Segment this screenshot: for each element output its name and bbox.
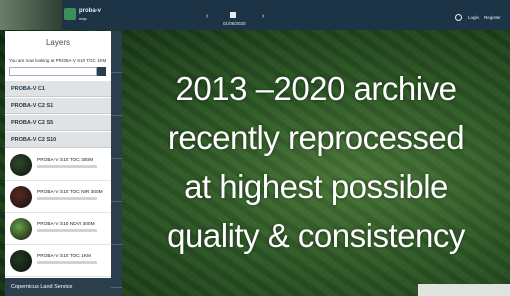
layer-thumbnail (10, 250, 32, 272)
sidebar-footer[interactable]: Copernicus Land Service (5, 278, 111, 296)
layer-name: PROBA-V S10 TOC 1KM (37, 254, 91, 259)
page: proba-v map ‹ 01/06/2020 › Login Registe… (0, 0, 510, 296)
sidebar-title: Layers (5, 38, 111, 47)
side-tab[interactable] (111, 117, 122, 159)
layer-description (37, 165, 97, 168)
layer-thumbnail (10, 186, 32, 208)
layer-item[interactable]: PROBA-V S10 TOC 1KM (5, 246, 111, 277)
layer-description (37, 197, 97, 200)
background-corner (0, 0, 62, 30)
logo[interactable]: proba-v (79, 8, 101, 14)
calendar-icon[interactable] (230, 12, 236, 18)
next-date[interactable]: › (262, 13, 264, 20)
sidebar: Layers You are now looking at PROBA-V S1… (5, 31, 111, 296)
layer-item[interactable]: PROBA-V S10 TOC 300M (5, 150, 111, 181)
layer-name: PROBA-V S10 TOC NIR 300M (37, 190, 103, 195)
register[interactable]: Register (484, 15, 501, 20)
logo-sub: map (79, 16, 87, 21)
search-input[interactable] (9, 67, 97, 76)
date[interactable]: 01/06/2020 (223, 21, 246, 26)
layer-group[interactable]: PROBA-V C2 S1 (5, 98, 111, 114)
layer-name: PROBA-V S10 NDVI 300M (37, 222, 95, 227)
overlay-text: quality & consistency (122, 218, 510, 254)
search-button[interactable] (97, 67, 106, 76)
layer-thumbnail (10, 154, 32, 176)
side-tab[interactable] (111, 203, 122, 245)
side-tab[interactable] (111, 160, 122, 202)
layer-description (37, 229, 97, 232)
status: You are now looking at PROBA-V S10 TOC 1… (9, 58, 106, 63)
overlay-text: at highest possible (122, 169, 510, 205)
layer-group[interactable]: PROBA-V C2 S10 (5, 132, 111, 148)
prev-date[interactable]: ‹ (206, 13, 208, 20)
overlay-text: recently reprocessed (122, 120, 510, 156)
layer-item[interactable]: PROBA-V S10 TOC NIR 300M (5, 182, 111, 213)
side-tab[interactable] (111, 31, 122, 73)
layer-group[interactable]: PROBA-V C1 (5, 81, 111, 97)
layer-description (37, 261, 97, 264)
user-icon[interactable] (455, 14, 462, 21)
layer-item[interactable]: PROBA-V S10 NDVI 300M (5, 214, 111, 245)
tab-strip (111, 31, 122, 296)
attribution-box (418, 284, 510, 296)
login[interactable]: Login (468, 15, 479, 20)
layer-group[interactable]: PROBA-V C2 S5 (5, 115, 111, 131)
layer-thumbnail (10, 218, 32, 240)
side-tab[interactable] (111, 246, 122, 288)
top-bar: proba-v map ‹ 01/06/2020 › Login Registe… (0, 0, 510, 30)
logo-icon[interactable] (64, 8, 76, 20)
side-tab[interactable] (111, 74, 122, 116)
layer-name: PROBA-V S10 TOC 300M (37, 158, 93, 163)
overlay-text: 2013 –2020 archive (122, 71, 510, 107)
